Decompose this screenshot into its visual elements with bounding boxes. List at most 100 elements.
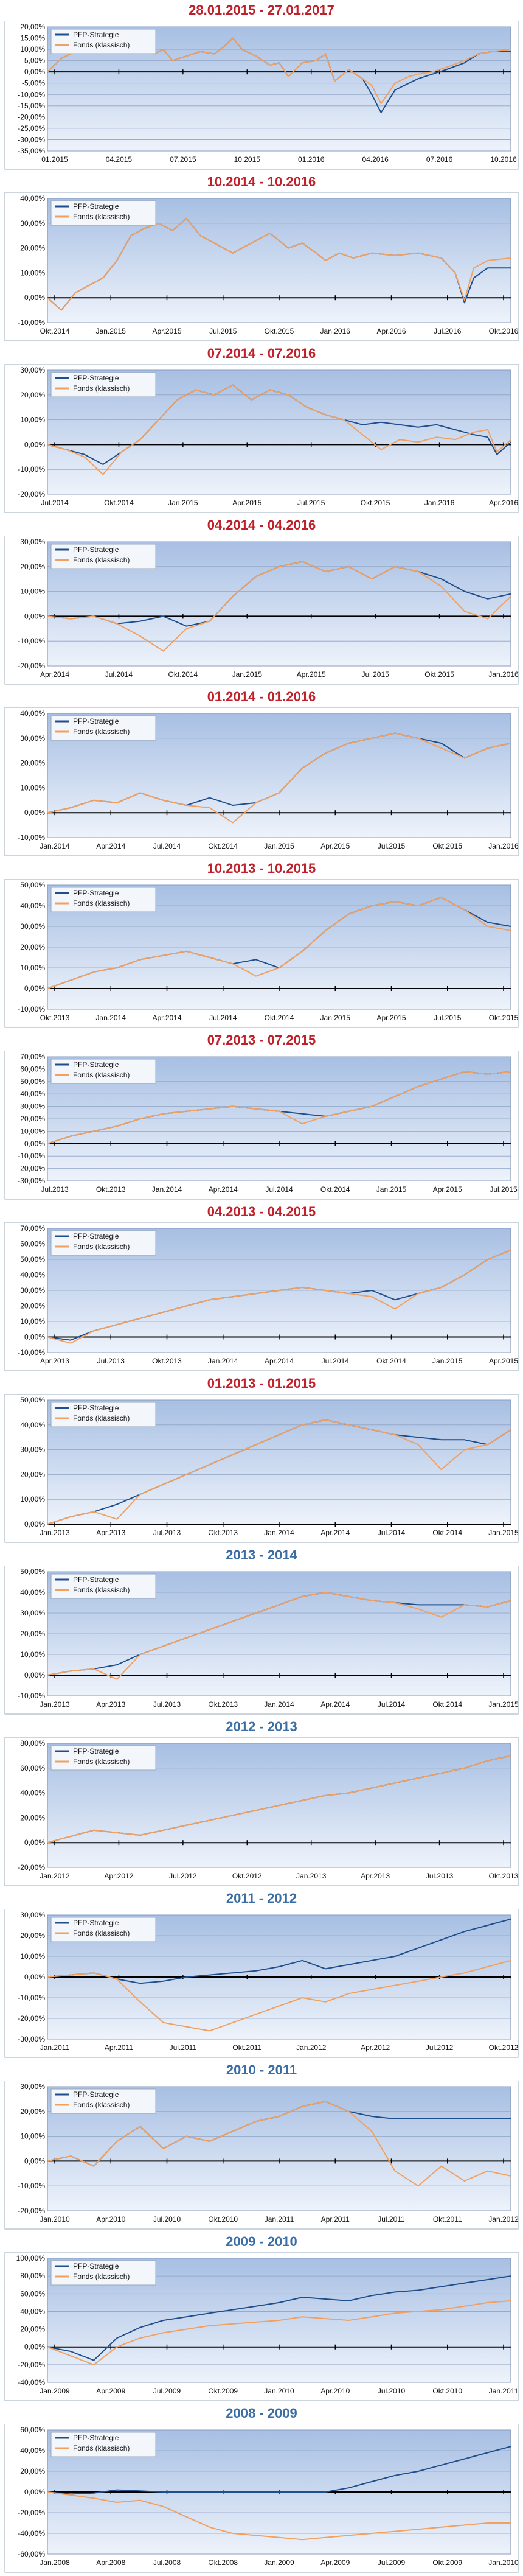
x-tick-label: Jan.2014 [152,1185,182,1194]
x-tick-label: Jul.2014 [105,670,133,679]
series-line-pfp-strategie [47,2446,511,2495]
y-tick-label: -25,00% [18,124,45,133]
x-tick-label: Apr.2014 [320,1700,350,1709]
y-tick-label: -20,00% [18,1164,45,1173]
y-tick-label: 10,00% [20,1127,45,1135]
chart-title: 28.01.2015 - 27.01.2017 [189,2,334,18]
y-tick-label: 20,00% [20,23,45,31]
series-line-fonds-klassisch [47,217,511,311]
x-tick-label: Apr.2012 [361,2043,390,2052]
x-tick-label: Okt.2014 [432,1700,462,1709]
legend-label: PFP-Strategie [73,2262,119,2270]
chart-svg: 30,00%20,00%10,00%0,00%-10,00%-20,00%Jul… [4,364,519,513]
chart-svg: 30,00%20,00%10,00%0,00%-10,00%-20,00%Jan… [4,2081,519,2230]
x-tick-label: Jan.2015 [232,670,263,679]
y-tick-label: 30,00% [20,734,45,743]
y-tick-label: 40,00% [20,2446,45,2455]
x-tick-label: Jan.2013 [40,1700,70,1709]
x-tick-label: Okt.2012 [232,1872,262,1880]
x-tick-label: Apr.2015 [152,327,181,335]
y-tick-label: 60,00% [20,2426,45,2434]
legend-label: Fonds (klassisch) [73,1586,130,1594]
y-tick-label: 0,00% [24,293,45,302]
x-tick-label: Jul.2010 [378,2387,406,2395]
series-line-fonds-klassisch [47,1959,511,2032]
legend [50,200,156,226]
legend-label: Fonds (klassisch) [73,1757,130,1766]
x-tick-label: Jan.2015 [432,1357,463,1365]
y-tick-label: 0,00% [24,2343,45,2351]
legend [50,544,156,569]
chart-block: 2010 - 2011 30,00% 20,00% 10,00% 0,00% -10,00… [0,2060,523,2231]
x-tick-label: Okt.2013 [152,1357,182,1365]
y-tick-label: 10,00% [20,783,45,792]
y-tick-label: -10,00% [18,1348,45,1357]
legend-label: Fonds (klassisch) [73,899,130,908]
x-tick-label: Okt.2013 [40,1013,70,1022]
legend [50,372,156,397]
y-tick-label: 20,00% [20,2325,45,2334]
x-tick-label: Jan.2015 [376,1185,407,1194]
x-tick-label: 04.2016 [362,155,389,164]
x-tick-label: Okt.2015 [424,670,454,679]
x-tick-label: Okt.2014 [40,327,70,335]
x-tick-label: Apr.2011 [105,2043,133,2052]
x-tick-label: Apr.2014 [265,1357,294,1365]
y-tick-label: 40,00% [20,194,45,203]
x-tick-label: Jan.2013 [40,1528,70,1537]
y-tick-label: 80,00% [20,2272,45,2280]
x-tick-label: Okt.2014 [265,1013,294,1022]
x-tick-label: Jan.2009 [264,2558,294,2567]
x-tick-label: Apr.2009 [320,2558,350,2567]
series-line-pfp-strategie [47,1918,511,1984]
y-tick-label: 10,00% [20,1317,45,1326]
x-tick-label: Apr.2014 [320,1528,350,1537]
y-tick-label: 0,00% [24,612,45,620]
series-line-fonds-klassisch [47,1249,511,1344]
y-tick-label: 60,00% [20,1240,45,1248]
x-tick-label: Apr.2015 [433,1185,462,1194]
x-tick-label: Jul.2009 [153,2387,181,2395]
y-tick-label: 20,00% [20,1302,45,1311]
y-tick-label: 40,00% [20,1789,45,1797]
chart-svg: 100,00% 80,00% 60,00% 40,00% 20,00% 0,00% -20,… [4,2252,519,2401]
x-tick-label: Apr.2015 [320,842,350,850]
legend-label: PFP-Strategie [73,1060,119,1069]
y-tick-label: 0,00% [24,1520,45,1528]
chart-block: 2011 - 2012 30,00% 20,00% 10,00% 0,00% -10,00… [0,1888,523,2060]
legend [50,1230,156,1256]
legend-label: Fonds (klassisch) [73,1071,130,1079]
x-tick-label: Okt.2014 [208,842,238,850]
legend [50,2260,156,2286]
chart-block: 10.2014 - 10.2016 40,00% 30,00% 20,00% 10,00… [0,172,523,343]
x-tick-label: Jan.2016 [424,499,455,507]
x-tick-label: Okt.2013 [489,1872,519,1880]
y-tick-label: 60,00% [20,2289,45,2298]
x-tick-label: Apr.2011 [321,2215,350,2224]
y-tick-label: 30,00% [20,1446,45,1454]
x-tick-label: Okt.2010 [432,2387,462,2395]
y-tick-label: 0,00% [24,1139,45,1148]
x-tick-label: Jul.2014 [378,1528,406,1537]
chart-title: 2012 - 2013 [226,1719,297,1734]
x-tick-label: Apr.2016 [376,327,406,335]
chart-title: 04.2013 - 04.2015 [207,1204,316,1219]
legend-label: Fonds (klassisch) [73,2272,130,2281]
series-line-fonds-klassisch [47,1592,511,1680]
x-tick-label: Jul.2013 [97,1357,125,1365]
chart-block: 04.2014 - 04.2016 30,00% 20,00% 10,00% 0,00%… [0,515,523,687]
y-tick-label: -30,00% [18,2035,45,2043]
x-tick-label: Okt.2014 [320,1185,350,1194]
chart-svg: 60,00% 40,00% 20,00% 0,00% -20,00% -40,00% -60… [4,2424,519,2573]
y-tick-label: -5,00% [22,79,45,88]
x-tick-label: Okt.2014 [104,499,134,507]
y-tick-label: 0,00% [24,1333,45,1342]
x-tick-label: Jan.2011 [489,2387,519,2395]
y-tick-label: 10,00% [20,2132,45,2141]
y-tick-label: 40,00% [20,2307,45,2315]
x-tick-label: Apr.2014 [96,842,125,850]
x-tick-label: Jan.2016 [320,327,351,335]
chart-title: 2009 - 2010 [226,2234,297,2249]
chart-block: 07.2013 - 07.2015 70,00% 60,00% 50,00% 40,00… [0,1030,523,1202]
